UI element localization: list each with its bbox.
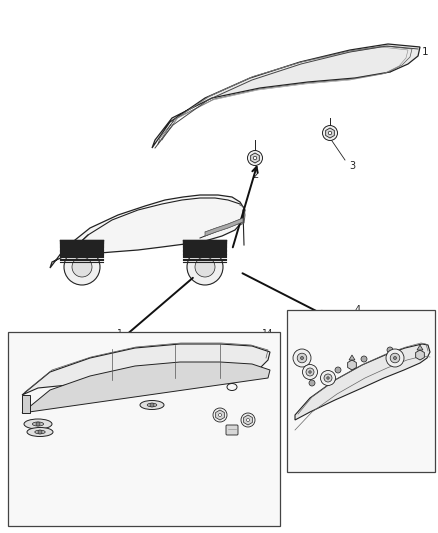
Polygon shape (22, 344, 270, 395)
Polygon shape (326, 128, 334, 138)
Circle shape (393, 357, 396, 359)
Circle shape (306, 368, 314, 376)
Circle shape (195, 257, 215, 277)
Text: 2: 2 (252, 170, 258, 180)
Polygon shape (22, 395, 30, 413)
Polygon shape (215, 410, 224, 420)
Circle shape (297, 353, 307, 363)
Text: 5: 5 (395, 329, 401, 338)
Circle shape (213, 408, 227, 422)
Circle shape (300, 357, 304, 359)
Circle shape (72, 257, 92, 277)
FancyBboxPatch shape (226, 425, 238, 435)
Circle shape (321, 370, 336, 385)
Text: 8: 8 (349, 335, 355, 344)
Polygon shape (205, 218, 243, 236)
Text: 10: 10 (422, 343, 434, 352)
Text: 13: 13 (230, 364, 242, 373)
Bar (8, 332, 280, 526)
Polygon shape (295, 344, 430, 420)
Text: 16: 16 (246, 427, 258, 437)
Text: 6: 6 (295, 332, 301, 341)
Ellipse shape (147, 403, 157, 407)
Circle shape (293, 349, 311, 367)
Text: 2: 2 (217, 424, 223, 432)
Circle shape (327, 377, 329, 379)
Text: 9: 9 (322, 384, 328, 392)
Polygon shape (348, 360, 357, 370)
Polygon shape (244, 415, 252, 425)
Ellipse shape (32, 422, 44, 426)
Circle shape (387, 347, 393, 353)
Circle shape (361, 356, 367, 362)
Ellipse shape (140, 400, 164, 409)
Polygon shape (50, 195, 245, 268)
Text: 15: 15 (229, 439, 241, 448)
Polygon shape (152, 44, 420, 148)
Polygon shape (417, 345, 423, 350)
Polygon shape (22, 362, 270, 413)
Polygon shape (349, 355, 355, 360)
Circle shape (309, 371, 311, 373)
Circle shape (150, 403, 154, 407)
Circle shape (324, 374, 332, 382)
Text: 4: 4 (355, 305, 361, 315)
Circle shape (322, 125, 338, 141)
Text: 1: 1 (117, 328, 123, 337)
Polygon shape (251, 153, 259, 163)
Circle shape (335, 367, 341, 373)
Text: 14: 14 (262, 328, 274, 337)
Circle shape (328, 131, 332, 135)
Polygon shape (416, 350, 424, 360)
Circle shape (386, 349, 404, 367)
Ellipse shape (27, 427, 53, 437)
Text: 3: 3 (349, 161, 355, 171)
Circle shape (309, 380, 315, 386)
Circle shape (253, 156, 257, 160)
Circle shape (390, 353, 400, 363)
Circle shape (247, 418, 250, 422)
Circle shape (241, 413, 255, 427)
Circle shape (219, 414, 222, 416)
Text: 7: 7 (302, 377, 308, 386)
Bar (287, 310, 435, 472)
Circle shape (64, 249, 100, 285)
Text: 11: 11 (44, 399, 56, 408)
Circle shape (36, 422, 40, 426)
Circle shape (187, 249, 223, 285)
Text: 1: 1 (422, 47, 428, 57)
Ellipse shape (24, 419, 52, 429)
Text: 12: 12 (174, 335, 186, 344)
Ellipse shape (35, 430, 45, 434)
Circle shape (38, 430, 42, 434)
Circle shape (303, 365, 318, 379)
Circle shape (247, 150, 262, 166)
